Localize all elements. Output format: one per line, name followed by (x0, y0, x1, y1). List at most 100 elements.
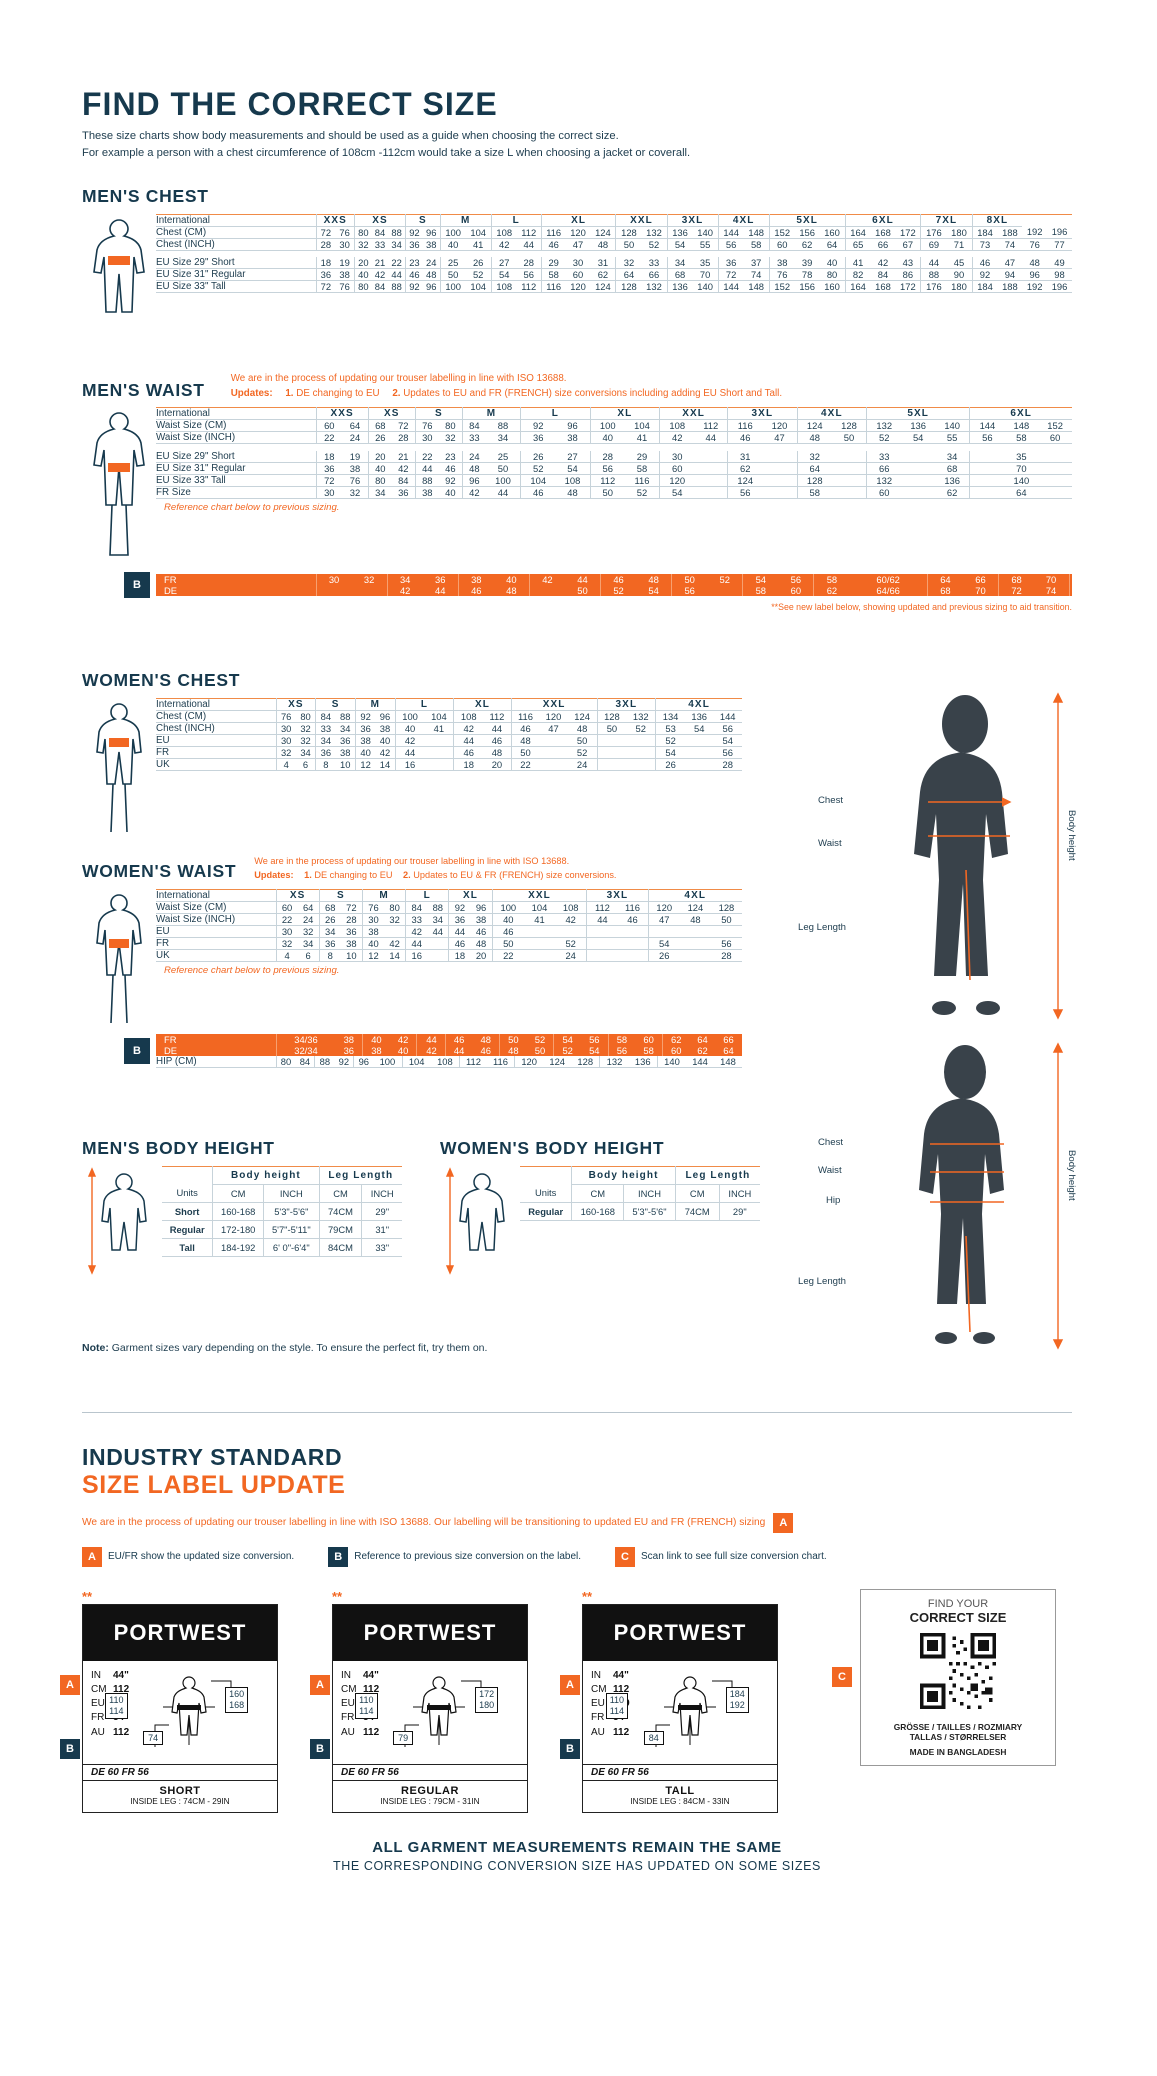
box-value: 110 (359, 1694, 374, 1705)
spec-line: AU 112 (591, 1726, 630, 1740)
cell: 46 (600, 574, 637, 586)
cell: 33 (461, 431, 486, 445)
tag-a-inline: A (773, 1512, 794, 1533)
cell: 34 (315, 734, 336, 747)
female-waist-annotation: Waist (818, 1165, 842, 1176)
inside-leg-text: INSIDE LEG : 79CM - 31IN (380, 1796, 480, 1806)
cell: 64 (715, 1044, 742, 1056)
cell: 124 (590, 226, 616, 239)
cell: 108 (490, 280, 517, 293)
row-label: EU Size 33" Tall (156, 474, 316, 487)
cell: 30 (315, 486, 343, 499)
male-torso-figure (82, 214, 156, 339)
table-row: Regular 160-168 5'3"-5'6" 74CM 29" (520, 1202, 760, 1221)
cell: 40 (394, 722, 425, 735)
cell: 54 (901, 431, 936, 445)
spec-key: AU (341, 1726, 355, 1738)
cell: 66 (641, 268, 668, 281)
cell (626, 758, 656, 771)
cell: 96 (353, 1055, 374, 1068)
male-height-figure (82, 1166, 162, 1281)
womens-waist-section: WOMEN'S WAIST We are in the process of u… (82, 855, 742, 1068)
cell: 128 (615, 280, 642, 293)
table-row: Chest (CM) 72 76 80 84 88 92 96 100 104 108 112 116 1… (156, 226, 1072, 239)
cell: 48 (679, 913, 711, 926)
table-header-row: International XXS XS S M L XL XXL 3XL 4X… (156, 407, 1072, 421)
cell (586, 949, 618, 962)
size-label-update-section: INDUSTRY STANDARD SIZE LABEL UPDATE We a… (60, 1444, 1072, 1873)
cell: 72 (340, 901, 363, 914)
cell: 26 (465, 257, 492, 269)
cell: 92 (438, 474, 463, 487)
portwest-logo: PORTWEST (83, 1604, 277, 1661)
ref-tag-b: B (124, 1037, 150, 1064)
cell: 30 (275, 925, 298, 938)
qr-line-1: FIND YOUR (927, 1597, 989, 1610)
cell: 112 (589, 474, 625, 487)
cell: 148 (713, 1055, 742, 1068)
cell: 56 (516, 268, 542, 281)
womens-waist-label-col: International (156, 889, 276, 902)
row-label: Regular (162, 1220, 213, 1239)
cell: 39 (794, 257, 820, 269)
cell: 92 (520, 419, 556, 433)
cell: 66 (870, 238, 896, 251)
update-2-num: 2. (392, 387, 401, 399)
cell: 46 (457, 585, 494, 597)
cell: 100 (373, 1055, 403, 1068)
cell (901, 450, 936, 463)
subcol: INCH (623, 1184, 676, 1203)
portwest-logo: PORTWEST (333, 1604, 527, 1661)
spec-line: AU 112 (341, 1726, 379, 1740)
cell: 29" (361, 1202, 402, 1221)
cell: 44 (422, 585, 459, 597)
cell: 92 (405, 280, 423, 293)
cell: 31" (361, 1220, 402, 1239)
cell: 116 (540, 280, 566, 293)
cell: 36 (315, 462, 343, 475)
cell: 64 (796, 462, 832, 475)
cell: 84CM (318, 1238, 362, 1257)
row-label: Chest (CM) (156, 710, 276, 723)
cell: 44 (448, 925, 471, 938)
cell: 44 (564, 574, 601, 586)
cell: 40 (367, 462, 392, 475)
qr-code-icon[interactable] (867, 1632, 1049, 1714)
female-leg-annotation: Leg Length (798, 1276, 847, 1287)
table-row: EU Size 33" Tall 72 76 80 84 88 92 96 100 104 108 1… (156, 280, 1072, 293)
cell: 172 (895, 226, 921, 239)
cell: 50 (831, 431, 867, 445)
table-row: Chest (INCH) 30 32 33 34 36 38 40 41 42 44 46 47 48 50… (156, 722, 742, 735)
cell (969, 462, 1005, 475)
row-label: DE (156, 585, 316, 597)
mens-chest-label-col: International (156, 214, 316, 227)
box-height-range: 172 180 (475, 1686, 499, 1714)
cell: 38 (422, 238, 441, 251)
cell (384, 925, 406, 938)
cell: 31 (727, 450, 763, 463)
row-label: Regular (520, 1202, 572, 1221)
table-row: FR Size 30 32 34 36 38 40 42 44 46 48 50 52 54 56 58 60 6… (156, 486, 1072, 499)
cell: 41 (424, 722, 454, 735)
cell: 76 (335, 280, 355, 293)
cell: 50 (589, 486, 625, 499)
cell: 40 (491, 913, 525, 926)
cell: 40 (362, 1033, 390, 1045)
table-row: Short 160-168 5'3"-5'6" 74CM 29" (162, 1202, 402, 1221)
cell: 44 (405, 937, 428, 950)
cell: 132 (599, 1055, 629, 1068)
cell: 64 (926, 574, 963, 586)
spec-key: AU (591, 1726, 605, 1738)
subcol: CM (318, 1184, 362, 1203)
update-1-text: DE changing to EU (314, 869, 393, 880)
qr-foot-3: MADE IN BANGLADESH (909, 1746, 1007, 1757)
cell: 38 (335, 268, 355, 281)
cell: 42 (659, 431, 695, 445)
cell: 96 (461, 474, 486, 487)
cell: 42 (389, 1033, 417, 1045)
cell: 52 (655, 734, 685, 747)
cell: 132 (641, 280, 668, 293)
cell: 80 (384, 901, 406, 914)
update-line-1: We are in the process of updating our tr… (254, 856, 570, 866)
cell: 134 (655, 710, 685, 723)
